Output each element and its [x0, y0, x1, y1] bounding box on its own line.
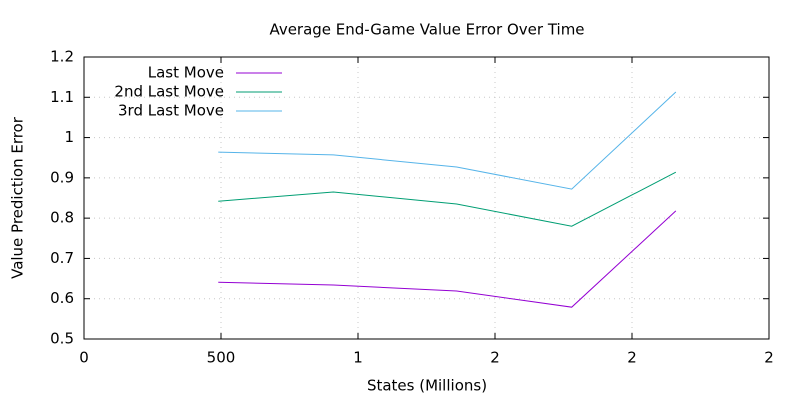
- y-axis-label: Value Prediction Error: [9, 116, 27, 279]
- x-tick-label: 2: [627, 349, 637, 367]
- x-axis-label: States (Millions): [367, 377, 487, 395]
- y-tick-label: 1.1: [50, 88, 74, 106]
- y-tick-label: 0.9: [50, 168, 74, 186]
- y-tick-label: 1: [64, 128, 74, 146]
- y-tick-label: 1.2: [50, 48, 74, 66]
- series-line: [218, 171, 677, 227]
- x-tick-label: 500: [207, 349, 236, 367]
- legend-label: 2nd Last Move: [114, 83, 224, 101]
- series-line: [218, 91, 677, 190]
- y-tick-label: 0.5: [50, 330, 74, 348]
- x-tick-label: 2: [490, 349, 500, 367]
- x-tick-label: 1: [353, 349, 363, 367]
- y-tick-label: 0.6: [50, 289, 74, 307]
- legend-label: Last Move: [148, 64, 224, 82]
- plot-border: [83, 56, 770, 340]
- x-tick-label: 0: [79, 349, 89, 367]
- legend-label: 3rd Last Move: [118, 102, 224, 120]
- y-tick-label: 0.8: [50, 209, 74, 227]
- series-line: [218, 210, 677, 308]
- y-tick-label: 0.7: [50, 249, 74, 267]
- x-tick-label: 2: [764, 349, 774, 367]
- chart-title: Average End-Game Value Error Over Time: [269, 21, 584, 39]
